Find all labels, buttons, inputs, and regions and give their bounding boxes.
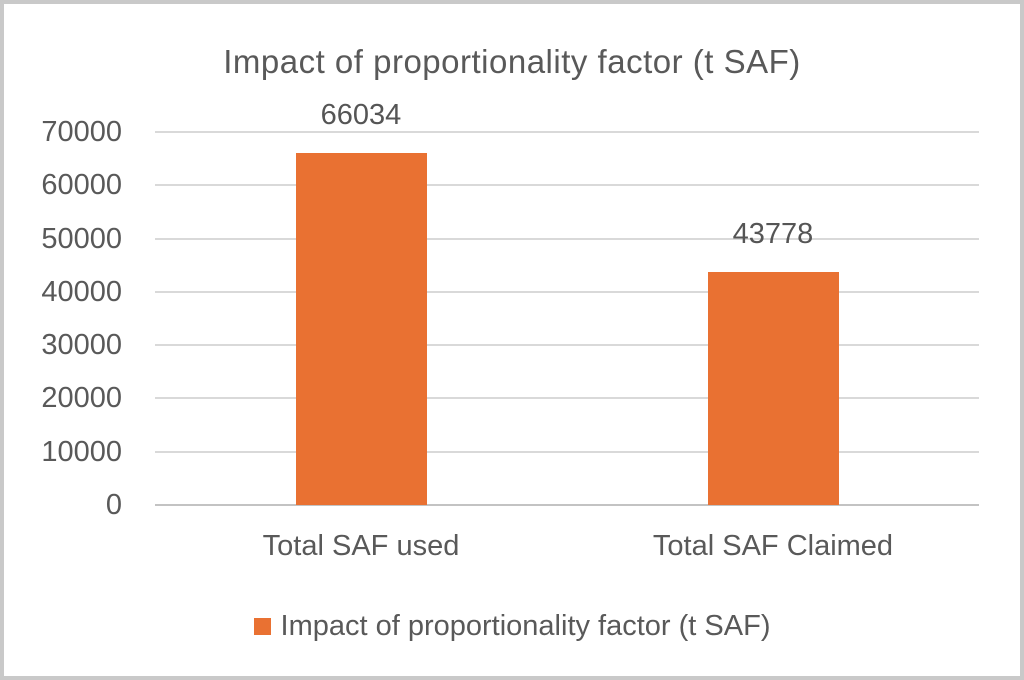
x-category-label: Total SAF Claimed xyxy=(652,530,894,562)
y-tick-label: 60000 xyxy=(41,169,122,202)
gridline xyxy=(155,450,979,453)
plot-area: 66034 43778 xyxy=(155,99,979,506)
x-axis-line xyxy=(155,504,979,506)
y-tick-label: 30000 xyxy=(41,329,122,362)
gridline xyxy=(155,397,979,400)
gridline xyxy=(155,237,979,240)
bar-chart: Impact of proportionality factor (t SAF)… xyxy=(4,4,1020,676)
gridline xyxy=(155,131,979,133)
gridline xyxy=(155,290,979,293)
y-tick-label: 0 xyxy=(105,489,122,521)
y-tick-label: 70000 xyxy=(41,116,122,148)
legend-label: Impact of proportionality factor (t SAF) xyxy=(280,610,771,642)
legend-swatch-icon xyxy=(253,617,271,635)
data-label: 43778 xyxy=(732,217,814,250)
gridline xyxy=(155,184,979,187)
y-tick-label: 20000 xyxy=(41,382,122,415)
bar-2 xyxy=(707,271,839,505)
y-tick-label: 50000 xyxy=(41,222,122,255)
bar-1 xyxy=(295,153,427,505)
chart-title: Impact of proportionality factor (t SAF) xyxy=(223,43,801,80)
y-tick-label: 40000 xyxy=(41,275,122,308)
gridline xyxy=(155,344,979,347)
legend: Impact of proportionality factor (t SAF) xyxy=(4,608,1020,644)
y-tick-label: 10000 xyxy=(41,435,122,468)
x-category-label: Total SAF used xyxy=(262,530,460,562)
data-label: 66034 xyxy=(320,99,402,132)
